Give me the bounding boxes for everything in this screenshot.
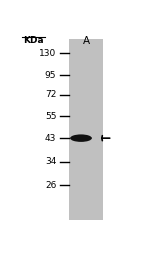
Text: KDa: KDa	[23, 36, 44, 45]
Text: 130: 130	[39, 49, 56, 58]
Text: 95: 95	[45, 71, 56, 80]
Text: 43: 43	[45, 134, 56, 143]
Bar	[69, 39, 103, 220]
Text: 55: 55	[45, 112, 56, 121]
Ellipse shape	[70, 134, 92, 142]
Text: A: A	[83, 36, 90, 46]
Text: 72: 72	[45, 90, 56, 99]
Text: 26: 26	[45, 181, 56, 190]
Text: 34: 34	[45, 157, 56, 166]
